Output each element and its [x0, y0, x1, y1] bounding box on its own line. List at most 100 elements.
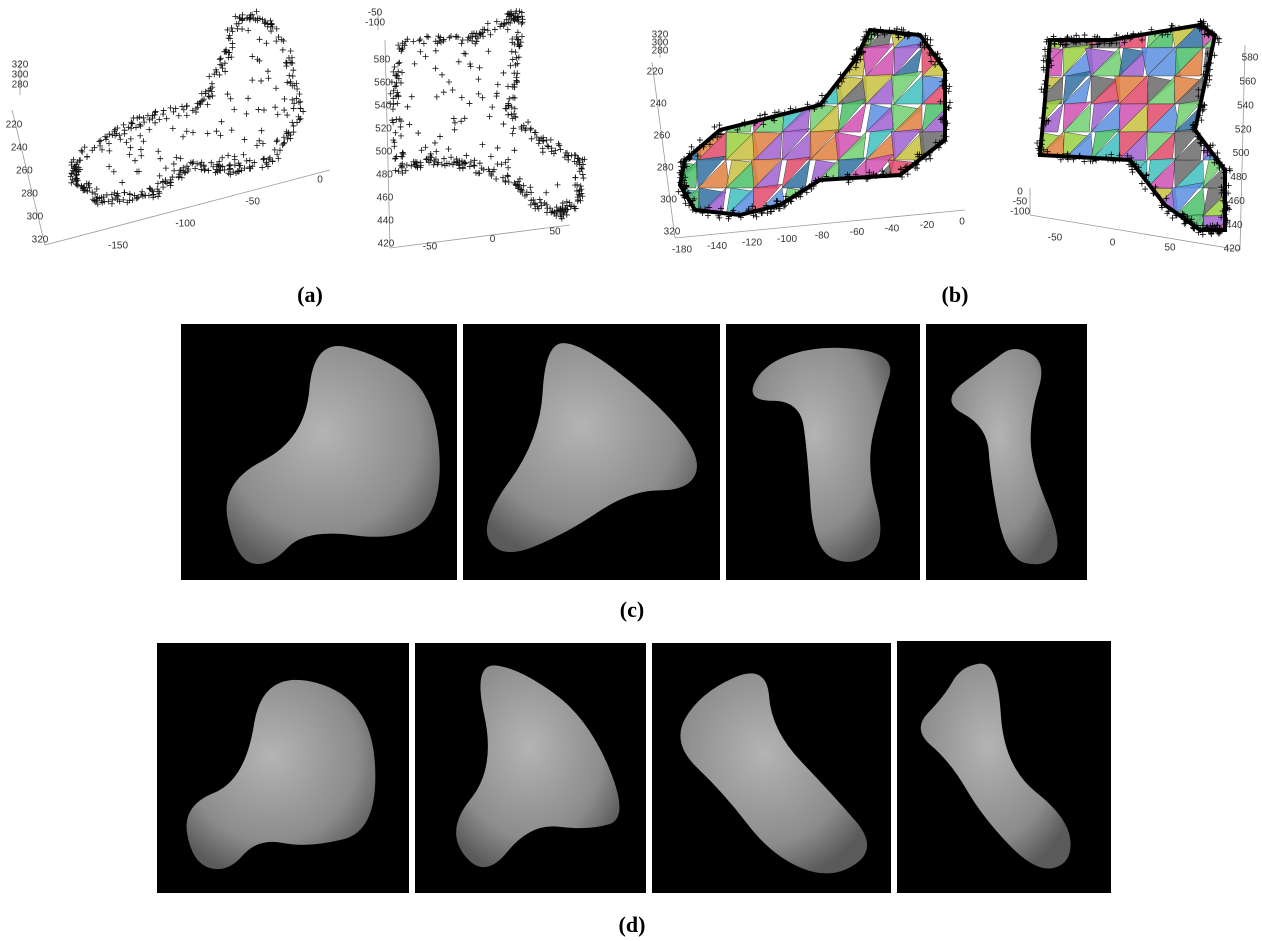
mesh-face	[1203, 101, 1231, 132]
tick-label: 0	[959, 217, 965, 228]
mesh-face	[810, 20, 838, 48]
mesh-face	[1063, 212, 1091, 244]
mesh-face	[670, 48, 699, 76]
tick-label: -100	[365, 18, 385, 29]
tick-label: 0	[317, 175, 323, 186]
mesh-face	[726, 20, 754, 48]
tick-label: 260	[653, 131, 670, 142]
mesh-face	[698, 20, 726, 48]
axis-line	[652, 62, 675, 238]
mesh-face	[669, 71, 698, 104]
mesh-face	[754, 20, 782, 48]
mesh-face	[921, 155, 950, 188]
mesh-face	[694, 48, 726, 76]
mesh-face	[670, 76, 699, 104]
mesh-face	[950, 19, 978, 48]
tick-label: 300	[26, 212, 43, 223]
mesh-face	[723, 44, 754, 76]
tick-label: 280	[12, 80, 29, 91]
mesh-face	[950, 48, 978, 76]
mesh-face	[950, 132, 978, 160]
mesh-face	[754, 76, 782, 104]
mesh-face	[726, 48, 760, 76]
mesh-face	[810, 48, 838, 76]
mesh-face	[810, 17, 838, 48]
tick-label: 480	[1230, 172, 1247, 183]
mesh-face	[810, 188, 844, 216]
mesh-face	[838, 188, 866, 216]
mesh-face	[950, 160, 978, 188]
tick-label: 320	[664, 227, 681, 238]
mesh-face	[698, 20, 726, 48]
tick-label: 0	[1110, 238, 1116, 249]
mesh-face	[753, 14, 782, 48]
tick-label: -100	[777, 234, 797, 245]
tick-label: -150	[108, 241, 128, 252]
tick-label: -120	[742, 238, 762, 249]
tick-label: 420	[378, 239, 395, 250]
mesh-face	[1063, 188, 1095, 216]
mesh-face	[1063, 216, 1091, 244]
point-cloud	[387, 8, 587, 222]
mesh-face	[1147, 216, 1176, 244]
mesh-face	[1090, 160, 1119, 188]
tick-label: 440	[377, 216, 394, 227]
tick-label: -50	[245, 197, 260, 208]
panel-label: (b)	[942, 282, 969, 307]
mesh-face	[693, 216, 726, 244]
tick-label: -80	[815, 231, 830, 242]
tick-label: 460	[1228, 196, 1245, 207]
tick-label: 240	[11, 143, 28, 154]
mesh-face	[950, 104, 978, 132]
mesh-face	[1119, 216, 1150, 244]
tick-label: -60	[850, 227, 865, 238]
tick-label: -50	[1048, 233, 1063, 244]
tick-label: 560	[374, 78, 391, 89]
mesh-face	[1118, 182, 1147, 216]
tick-label: -40	[885, 224, 900, 235]
mesh-face	[754, 48, 782, 76]
mesh-face	[1203, 104, 1231, 132]
mesh-face	[753, 74, 782, 104]
tick-label: 580	[1242, 53, 1259, 64]
mesh-face	[782, 48, 810, 76]
tick-label: -100	[1010, 207, 1030, 218]
tick-label: -100	[175, 219, 195, 230]
mesh-face	[1085, 188, 1119, 216]
tick-label: 480	[376, 170, 393, 181]
tick-label: 540	[1237, 100, 1254, 111]
tick-label: 260	[16, 166, 33, 177]
axis-line	[390, 225, 570, 248]
mesh-face	[894, 188, 922, 216]
mesh-face	[726, 20, 754, 48]
tick-label: 460	[377, 193, 394, 204]
tick-label: -20	[920, 220, 935, 231]
tick-label: 50	[549, 227, 561, 238]
mesh-face	[947, 130, 978, 160]
mesh-face	[670, 15, 698, 48]
mesh-face	[670, 20, 704, 48]
tick-label: 280	[657, 163, 674, 174]
mesh-face	[751, 48, 782, 76]
mesh-face	[698, 216, 731, 244]
mesh-face	[782, 18, 810, 48]
tick-label: 240	[650, 99, 667, 110]
mesh-face	[1059, 188, 1091, 216]
mesh-face	[1063, 160, 1091, 188]
tick-label: 500	[376, 147, 393, 158]
mesh-face	[726, 73, 754, 104]
tick-label: 540	[375, 101, 392, 112]
mesh-face	[1119, 188, 1147, 216]
tick-label: 280	[652, 46, 669, 57]
mesh-face	[1061, 160, 1091, 188]
point-cloud	[68, 9, 306, 208]
mesh-face	[776, 76, 810, 104]
mesh-face	[950, 76, 978, 104]
tick-label: 560	[1239, 77, 1256, 88]
tick-label: 280	[21, 189, 38, 200]
mesh-face	[950, 44, 978, 76]
tick-label: 220	[6, 120, 23, 131]
axis-line	[45, 170, 330, 245]
mesh-face	[698, 76, 726, 104]
mesh-face	[782, 20, 810, 48]
